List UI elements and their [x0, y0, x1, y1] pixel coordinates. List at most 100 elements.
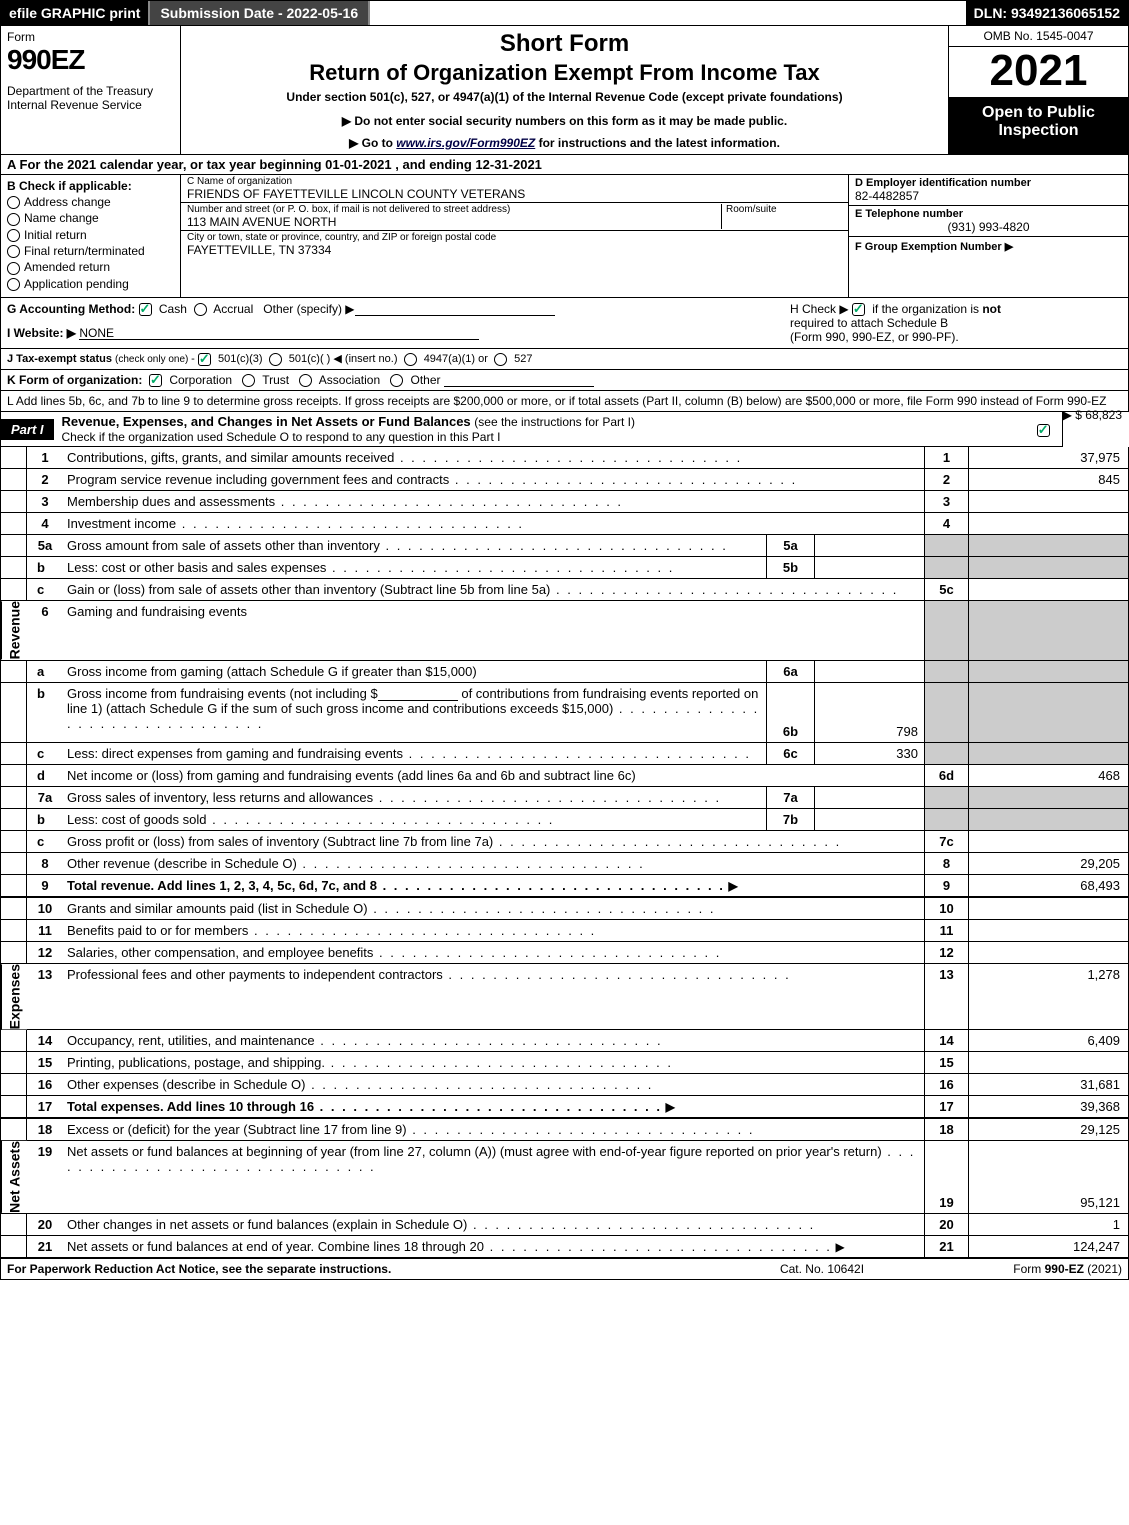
chk-corp[interactable]: [149, 374, 162, 387]
line-19: Net Assets 19 Net assets or fund balance…: [0, 1141, 1129, 1214]
form-header: Form 990EZ Department of the Treasury In…: [0, 26, 1129, 155]
chk-label: Address change: [24, 195, 111, 209]
line-desc: Other expenses (describe in Schedule O): [63, 1074, 924, 1095]
chk-label: Name change: [24, 211, 99, 225]
line-num: d: [27, 765, 63, 786]
line-num: b: [27, 809, 63, 830]
line-7b: b Less: cost of goods sold 7b: [0, 809, 1129, 831]
chk-name-change[interactable]: Name change: [7, 211, 174, 225]
part-i-label: Part I: [1, 419, 54, 440]
line-num: 6: [27, 601, 63, 659]
line-rnum-shaded: [924, 809, 968, 830]
line-num: 19: [27, 1141, 63, 1213]
chk-accrual[interactable]: [194, 303, 207, 316]
i-website-value: NONE: [79, 326, 114, 340]
line-midcol: 7b: [766, 809, 814, 830]
part-i-header: Part I Revenue, Expenses, and Changes in…: [0, 412, 1063, 447]
top-bar: efile GRAPHIC print Submission Date - 20…: [0, 0, 1129, 26]
line-rval: [968, 920, 1128, 941]
line-num: c: [27, 831, 63, 852]
d-ein-value: 82-4482857: [855, 189, 1122, 203]
line-13: Expenses 13 Professional fees and other …: [0, 964, 1129, 1030]
line-gh: G Accounting Method: Cash Accrual Other …: [0, 298, 1129, 349]
line-desc: Gross amount from sale of assets other t…: [63, 535, 766, 556]
line-4: 4 Investment income 4: [0, 513, 1129, 535]
chk-other[interactable]: [390, 374, 403, 387]
chk-application-pending[interactable]: Application pending: [7, 277, 174, 291]
chk-4947[interactable]: [404, 353, 417, 366]
part-i-title: Revenue, Expenses, and Changes in Net As…: [54, 412, 644, 446]
line-desc: Investment income: [63, 513, 924, 534]
j-note: (check only one): [115, 354, 191, 365]
line-num: 10: [27, 898, 63, 919]
line-7a: 7a Gross sales of inventory, less return…: [0, 787, 1129, 809]
line-num: 8: [27, 853, 63, 874]
revenue-vtab: Revenue: [1, 601, 27, 659]
chk-h[interactable]: [852, 303, 865, 316]
chk-amended-return[interactable]: Amended return: [7, 260, 174, 274]
line-desc: Benefits paid to or for members: [63, 920, 924, 941]
line-11: 11 Benefits paid to or for members 11: [0, 920, 1129, 942]
efile-label[interactable]: efile GRAPHIC print: [1, 1, 148, 25]
under-section: Under section 501(c), 527, or 4947(a)(1)…: [189, 90, 940, 104]
g-other-field[interactable]: [355, 302, 555, 316]
line-desc: Other revenue (describe in Schedule O): [63, 853, 924, 874]
line-num: c: [27, 743, 63, 764]
line-rnum-shaded: [924, 557, 968, 578]
j-b: 501(c)( ): [289, 353, 331, 365]
line-2: 2 Program service revenue including gove…: [0, 469, 1129, 491]
j-pre: J Tax-exempt status: [7, 353, 115, 365]
chk-527[interactable]: [494, 353, 507, 366]
chk-address-change[interactable]: Address change: [7, 195, 174, 209]
line-rval-shaded: [968, 661, 1128, 682]
k-other-field[interactable]: [444, 373, 594, 387]
footer-right-post: (2021): [1084, 1262, 1122, 1276]
line-midcol: 6a: [766, 661, 814, 682]
footer-right: Form 990-EZ (2021): [922, 1262, 1122, 1276]
e-phone: E Telephone number (931) 993-4820: [849, 206, 1128, 237]
line-rnum: 10: [924, 898, 968, 919]
line-desc: Total expenses. Add lines 10 through 16 …: [63, 1096, 924, 1117]
line-a: A For the 2021 calendar year, or tax yea…: [0, 155, 1129, 175]
chk-initial-return[interactable]: Initial return: [7, 228, 174, 242]
chk-assoc[interactable]: [299, 374, 312, 387]
line-l: L Add lines 5b, 6c, and 7b to line 9 to …: [0, 391, 1129, 412]
c-city-value: FAYETTEVILLE, TN 37334: [187, 243, 842, 257]
chk-501c3[interactable]: [198, 353, 211, 366]
c-name-value: FRIENDS OF FAYETTEVILLE LINCOLN COUNTY V…: [187, 187, 842, 201]
chk-cash[interactable]: [139, 303, 152, 316]
part-i-checkbox[interactable]: [1037, 422, 1062, 437]
f-group: F Group Exemption Number ▶: [849, 237, 1128, 255]
header-left: Form 990EZ Department of the Treasury In…: [1, 26, 181, 154]
line-midcol: 7a: [766, 787, 814, 808]
line-rval: 95,121: [968, 1141, 1128, 1213]
blank-amount-field[interactable]: [378, 687, 458, 701]
line-desc: Net income or (loss) from gaming and fun…: [63, 765, 924, 786]
col-b: B Check if applicable: Address change Na…: [1, 175, 181, 297]
chk-final-return[interactable]: Final return/terminated: [7, 244, 174, 258]
chk-501c[interactable]: [269, 353, 282, 366]
line-rnum-shaded: [924, 743, 968, 764]
line-num: 4: [27, 513, 63, 534]
submission-date: Submission Date - 2022-05-16: [148, 1, 370, 25]
chk-label: Amended return: [24, 260, 110, 274]
department: Department of the Treasury Internal Reve…: [7, 84, 174, 112]
j-bnote: ◀ (insert no.): [333, 353, 397, 365]
line-rnum: 8: [924, 853, 968, 874]
line-rval: 29,205: [968, 853, 1128, 874]
line-7c: c Gross profit or (loss) from sales of i…: [0, 831, 1129, 853]
goto-link[interactable]: www.irs.gov/Form990EZ: [396, 136, 535, 150]
h-text2: if the organization is: [872, 302, 982, 316]
dln: DLN: 93492136065152: [966, 1, 1128, 25]
line-desc: Membership dues and assessments: [63, 491, 924, 512]
line-desc: Excess or (deficit) for the year (Subtra…: [63, 1119, 924, 1140]
line-6c: c Less: direct expenses from gaming and …: [0, 743, 1129, 765]
line-rval: 68,493: [968, 875, 1128, 896]
vtab-blank: [1, 447, 27, 468]
line-num: a: [27, 661, 63, 682]
line-5a: 5a Gross amount from sale of assets othe…: [0, 535, 1129, 557]
line-num: 9: [27, 875, 63, 896]
line-midval: [814, 809, 924, 830]
line-18: 18 Excess or (deficit) for the year (Sub…: [0, 1119, 1129, 1141]
chk-trust[interactable]: [242, 374, 255, 387]
